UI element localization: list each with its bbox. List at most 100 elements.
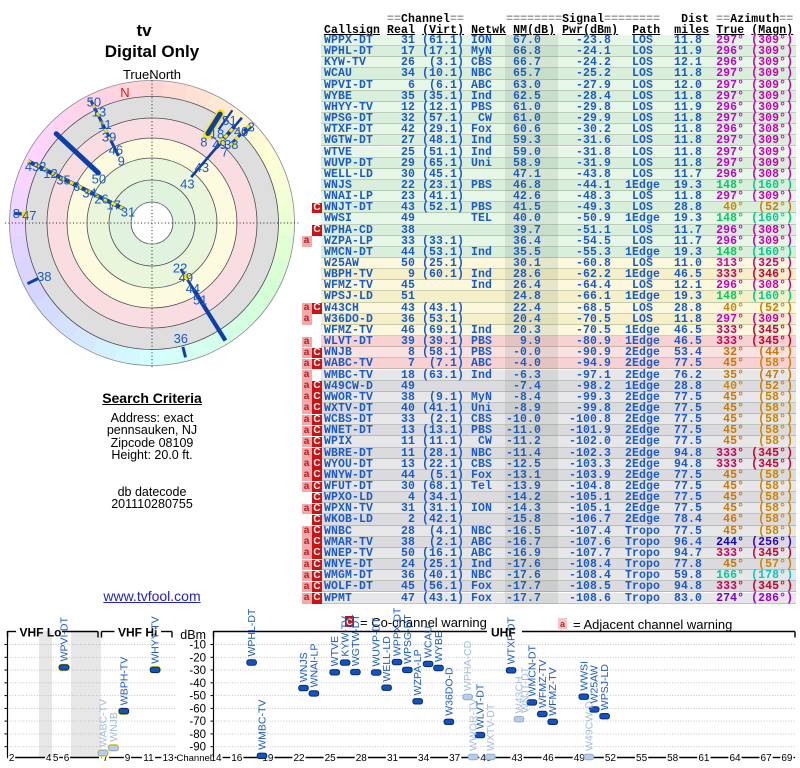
- svg-text:43: 43: [195, 160, 209, 175]
- svg-text:34: 34: [418, 753, 430, 764]
- svg-text:432: 432: [25, 159, 47, 174]
- svg-text:WELL-LD: WELL-LD: [381, 636, 393, 682]
- svg-text:18: 18: [210, 126, 224, 141]
- svg-text:47: 47: [22, 208, 36, 223]
- svg-text:WNJB: WNJB: [108, 712, 120, 742]
- svg-text:7: 7: [103, 753, 109, 764]
- svg-text:61: 61: [698, 753, 710, 764]
- svg-text:51: 51: [193, 293, 207, 308]
- svg-text:8: 8: [200, 134, 207, 149]
- svg-text:31: 31: [387, 753, 399, 764]
- svg-text:WNJT-DT: WNJT-DT: [520, 666, 532, 713]
- svg-text:WHYY-TV: WHYY-TV: [150, 616, 162, 663]
- svg-text:38: 38: [224, 137, 238, 152]
- svg-text:WPHA-CD: WPHA-CD: [462, 640, 474, 691]
- svg-text:37: 37: [449, 753, 461, 764]
- svg-text:69: 69: [781, 753, 793, 764]
- svg-text:-90: -90: [189, 742, 206, 754]
- svg-text:WABC-TV: WABC-TV: [98, 699, 110, 747]
- svg-text:11: 11: [98, 117, 112, 132]
- svg-text:38: 38: [37, 269, 51, 284]
- svg-text:9: 9: [125, 753, 131, 764]
- svg-text:46: 46: [543, 753, 555, 764]
- svg-text:43: 43: [511, 753, 523, 764]
- svg-text:WWOR-TV: WWOR-TV: [468, 699, 480, 752]
- svg-text:5: 5: [53, 753, 59, 764]
- svg-text:W25AW: W25AW: [589, 665, 601, 703]
- svg-text:W49CW-D: W49CW-D: [583, 701, 595, 751]
- svg-text:WMCN-DT: WMCN-DT: [526, 644, 538, 696]
- svg-text:WPHL-DT: WPHL-DT: [246, 608, 258, 656]
- svg-text:VHF Lo: VHF Lo: [20, 626, 62, 640]
- svg-text:-30: -30: [189, 665, 206, 677]
- svg-text:9: 9: [118, 153, 125, 168]
- svg-text:WNAI-LP: WNAI-LP: [308, 644, 320, 688]
- svg-text:WPSJ-LD: WPSJ-LD: [599, 664, 611, 711]
- svg-text:WYBE: WYBE: [433, 631, 445, 662]
- svg-text:7: 7: [221, 145, 228, 160]
- svg-text:WXTV-DT: WXTV-DT: [485, 703, 497, 751]
- svg-text:43: 43: [180, 177, 194, 192]
- svg-text:-20: -20: [189, 652, 206, 664]
- svg-text:35: 35: [56, 172, 70, 187]
- svg-text:-50: -50: [189, 691, 206, 703]
- svg-text:WLVT-DT: WLVT-DT: [475, 683, 487, 729]
- svg-text:-80: -80: [189, 729, 206, 741]
- svg-text:WPSG-DT: WPSG-DT: [402, 614, 414, 664]
- svg-text:26: 26: [94, 191, 108, 206]
- svg-text:22: 22: [173, 260, 187, 275]
- svg-text:WGTW-DT: WGTW-DT: [350, 614, 362, 666]
- svg-text:64: 64: [729, 753, 741, 764]
- svg-text:14: 14: [210, 753, 222, 764]
- svg-text:40: 40: [234, 124, 248, 139]
- svg-text:22: 22: [293, 753, 305, 764]
- svg-text:a: a: [560, 619, 566, 629]
- svg-text:WUVP-DT: WUVP-DT: [371, 617, 383, 667]
- svg-text:N: N: [120, 85, 129, 100]
- svg-text:W36DO-D: W36DO-D: [443, 667, 455, 716]
- svg-text:WNJS: WNJS: [298, 652, 310, 682]
- svg-text:UHF: UHF: [491, 626, 516, 640]
- svg-text:50: 50: [87, 94, 101, 109]
- svg-text:50: 50: [92, 172, 106, 187]
- svg-text:WTVE: WTVE: [329, 636, 341, 666]
- svg-text:31: 31: [121, 205, 135, 220]
- svg-text:46: 46: [109, 143, 123, 158]
- svg-text:12: 12: [43, 166, 57, 181]
- svg-text:4: 4: [46, 753, 52, 764]
- svg-text:-10: -10: [189, 640, 206, 652]
- svg-text:WFMZ-TV: WFMZ-TV: [537, 660, 549, 708]
- svg-text:49: 49: [574, 753, 586, 764]
- svg-text:WCAU: WCAU: [423, 626, 435, 658]
- svg-text:16: 16: [231, 753, 243, 764]
- svg-text:WPVI-DT: WPVI-DT: [59, 616, 71, 661]
- svg-text:2: 2: [9, 753, 15, 764]
- svg-text:= Adjacent channel warning: = Adjacent channel warning: [573, 617, 732, 632]
- svg-text:-70: -70: [189, 716, 206, 728]
- svg-text:W43CH: W43CH: [514, 676, 526, 713]
- svg-text:= Co-channel warning: = Co-channel warning: [360, 615, 487, 630]
- svg-text:36: 36: [174, 331, 188, 346]
- svg-text:-60: -60: [189, 703, 206, 715]
- svg-text:34: 34: [82, 185, 96, 200]
- svg-text:WPPX-DT: WPPX-DT: [392, 607, 404, 656]
- svg-text:6: 6: [73, 179, 80, 194]
- svg-text:WFMZ-TV: WFMZ-TV: [547, 667, 559, 715]
- svg-text:3: 3: [248, 120, 255, 135]
- svg-text:WBPH-TV: WBPH-TV: [118, 657, 130, 705]
- svg-text:51: 51: [222, 113, 236, 128]
- svg-text:13: 13: [92, 105, 106, 120]
- svg-text:8: 8: [13, 206, 20, 221]
- svg-text:WMBC-TV: WMBC-TV: [257, 700, 269, 750]
- svg-text:KYW-TV: KYW-TV: [340, 616, 352, 657]
- svg-text:13: 13: [162, 753, 174, 764]
- svg-text:58: 58: [667, 753, 679, 764]
- svg-text:C: C: [346, 617, 353, 627]
- svg-text:Channel: Channel: [177, 753, 212, 764]
- svg-text:VHF Hi: VHF Hi: [118, 626, 157, 640]
- svg-text:11: 11: [143, 753, 154, 764]
- svg-text:25: 25: [325, 753, 337, 764]
- svg-text:-40: -40: [189, 678, 206, 690]
- svg-text:WWSI: WWSI: [578, 661, 590, 691]
- svg-text:67: 67: [761, 753, 773, 764]
